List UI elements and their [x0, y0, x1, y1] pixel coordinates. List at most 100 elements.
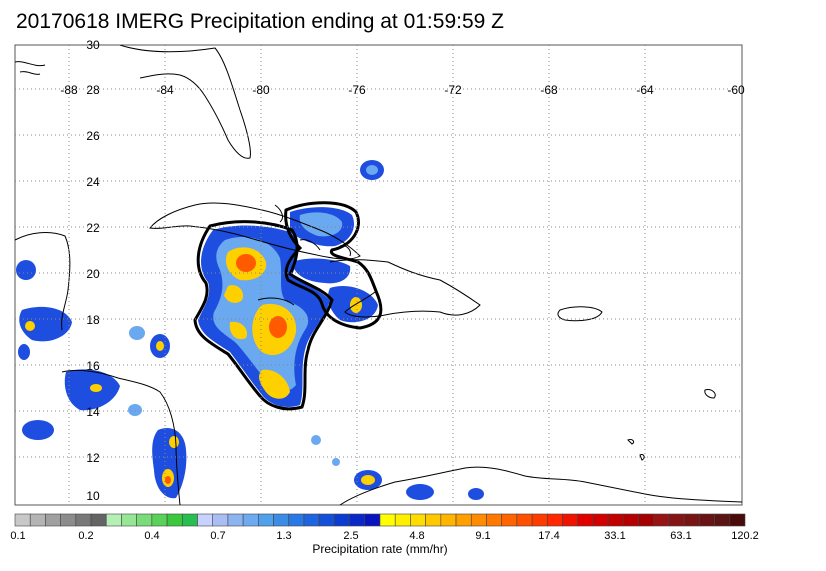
colorbar-swatch	[166, 513, 183, 527]
colorbar-swatch	[607, 513, 624, 527]
colorbar-swatch	[212, 513, 229, 527]
precip-cell-e-core	[350, 297, 362, 313]
colorbar-swatch	[729, 513, 746, 527]
colorbar-swatch	[151, 513, 168, 527]
precip-cell-ne	[299, 212, 343, 237]
colorbar-swatch	[334, 513, 350, 527]
colorbar-tick-label: 63.1	[670, 530, 692, 542]
lat-label: 28	[86, 83, 100, 97]
precip-storm-core	[259, 369, 290, 399]
precip-cell-south	[332, 458, 340, 466]
colorbar-swatch	[227, 513, 244, 527]
colorbar-tick-label: 0.2	[78, 530, 94, 542]
coastlines	[15, 45, 742, 505]
lat-label: 16	[86, 359, 100, 373]
colorbar-swatch	[364, 513, 381, 527]
precip-cell-west	[18, 344, 30, 360]
lon-label: -88	[60, 83, 78, 97]
lat-label: 26	[86, 129, 100, 143]
central-america-coast	[61, 369, 181, 505]
storm-contours	[193, 201, 383, 411]
florida-coast	[119, 45, 251, 159]
colorbar-tick-label: 33.1	[604, 530, 626, 542]
lat-labels: 30 28 26 24 22 20 18 16 14 12 10	[86, 38, 100, 503]
colorbar-tick-label: 120.2	[731, 530, 759, 542]
colorbar-swatch	[45, 513, 61, 527]
bahamas-islands	[274, 204, 351, 257]
colorbar-swatch	[303, 513, 320, 527]
colorbar-tick-label: 4.8	[409, 530, 425, 542]
jamaica-coast	[257, 297, 295, 306]
colorbar-swatch	[683, 513, 700, 527]
lat-lon-grid	[15, 45, 742, 505]
colorbar-swatch	[623, 513, 639, 527]
precip-cell-west	[19, 306, 72, 342]
colorbar-swatch	[577, 513, 594, 527]
precip-cell-west-core	[25, 321, 35, 331]
precip-max	[269, 316, 287, 338]
colorbar-swatch	[699, 513, 715, 527]
colorbar-tick-label: 1.3	[276, 530, 292, 542]
colorbar-swatch	[60, 513, 77, 527]
precip-max	[236, 254, 256, 272]
lon-label: -60	[727, 83, 745, 97]
precip-cell-south	[311, 435, 321, 445]
colorbar-swatch	[288, 513, 305, 527]
colorbar-tick-label: 0.4	[144, 530, 160, 542]
cuba-coast	[149, 202, 361, 260]
precip-storm-core	[224, 285, 244, 303]
storm-contour-east	[284, 201, 383, 330]
lon-label: -76	[348, 83, 366, 97]
colorbar-tick-label: 0.1	[10, 530, 26, 542]
precip-cell-west	[22, 420, 54, 440]
lat-label: 14	[86, 405, 100, 419]
colorbar-swatch	[425, 513, 442, 527]
colorbar-swatch	[273, 513, 290, 527]
precip-cell-west-core	[156, 341, 164, 351]
colorbar-swatch	[562, 513, 579, 527]
precip-cell-west	[129, 326, 145, 340]
map-title: 20170618 IMERG Precipitation ending at 0…	[16, 10, 504, 33]
colorbar-swatch	[638, 513, 655, 527]
lon-label: -80	[252, 83, 270, 97]
colorbar-swatch	[516, 513, 533, 527]
colorbar-swatch	[105, 513, 122, 527]
colorbar-swatch	[349, 513, 366, 527]
precip-cell-west	[16, 260, 36, 280]
precip-cell-south-core	[361, 475, 375, 485]
lon-labels: -88 -84 -80 -76 -72 -68 -64 -60	[60, 83, 745, 97]
lat-label: 10	[86, 489, 100, 503]
colorbar-tick-label: 17.4	[538, 530, 560, 542]
colorbar-swatches	[14, 513, 746, 527]
lat-label: 24	[86, 175, 100, 189]
colorbar-swatch	[440, 513, 457, 527]
lat-label: 20	[86, 267, 100, 281]
hispaniola-coast	[329, 259, 481, 318]
precip-cell-honduras-core	[90, 384, 102, 392]
small-islands	[627, 389, 716, 461]
colorbar-swatch	[121, 513, 137, 527]
colorbar-swatch	[197, 513, 214, 527]
colorbar-swatch	[714, 513, 731, 527]
precip-cell-south	[468, 488, 484, 500]
lon-label: -72	[444, 83, 462, 97]
colorbar-swatch	[242, 513, 259, 527]
precip-cell-south	[406, 484, 434, 500]
precip-storm-core	[229, 321, 248, 340]
lon-label: -84	[156, 83, 174, 97]
colorbar-swatch	[455, 513, 472, 527]
puerto-rico-coast	[557, 306, 603, 322]
lat-label: 18	[86, 313, 100, 327]
lat-label: 12	[86, 451, 100, 465]
colorbar-swatch	[181, 513, 198, 527]
precipitation-map: 30 28 26 24 22 20 18 16 14 12 10 -88 -84…	[14, 38, 745, 506]
colorbar-swatch	[410, 513, 426, 527]
colorbar-swatch	[14, 513, 31, 527]
colorbar-label: Precipitation rate (mm/hr)	[312, 542, 448, 556]
colorbar-swatch	[546, 513, 563, 527]
colorbar-swatch	[29, 513, 46, 527]
colorbar-swatch	[90, 513, 107, 527]
precip-cells	[16, 160, 484, 500]
colorbar-swatch	[318, 513, 335, 527]
